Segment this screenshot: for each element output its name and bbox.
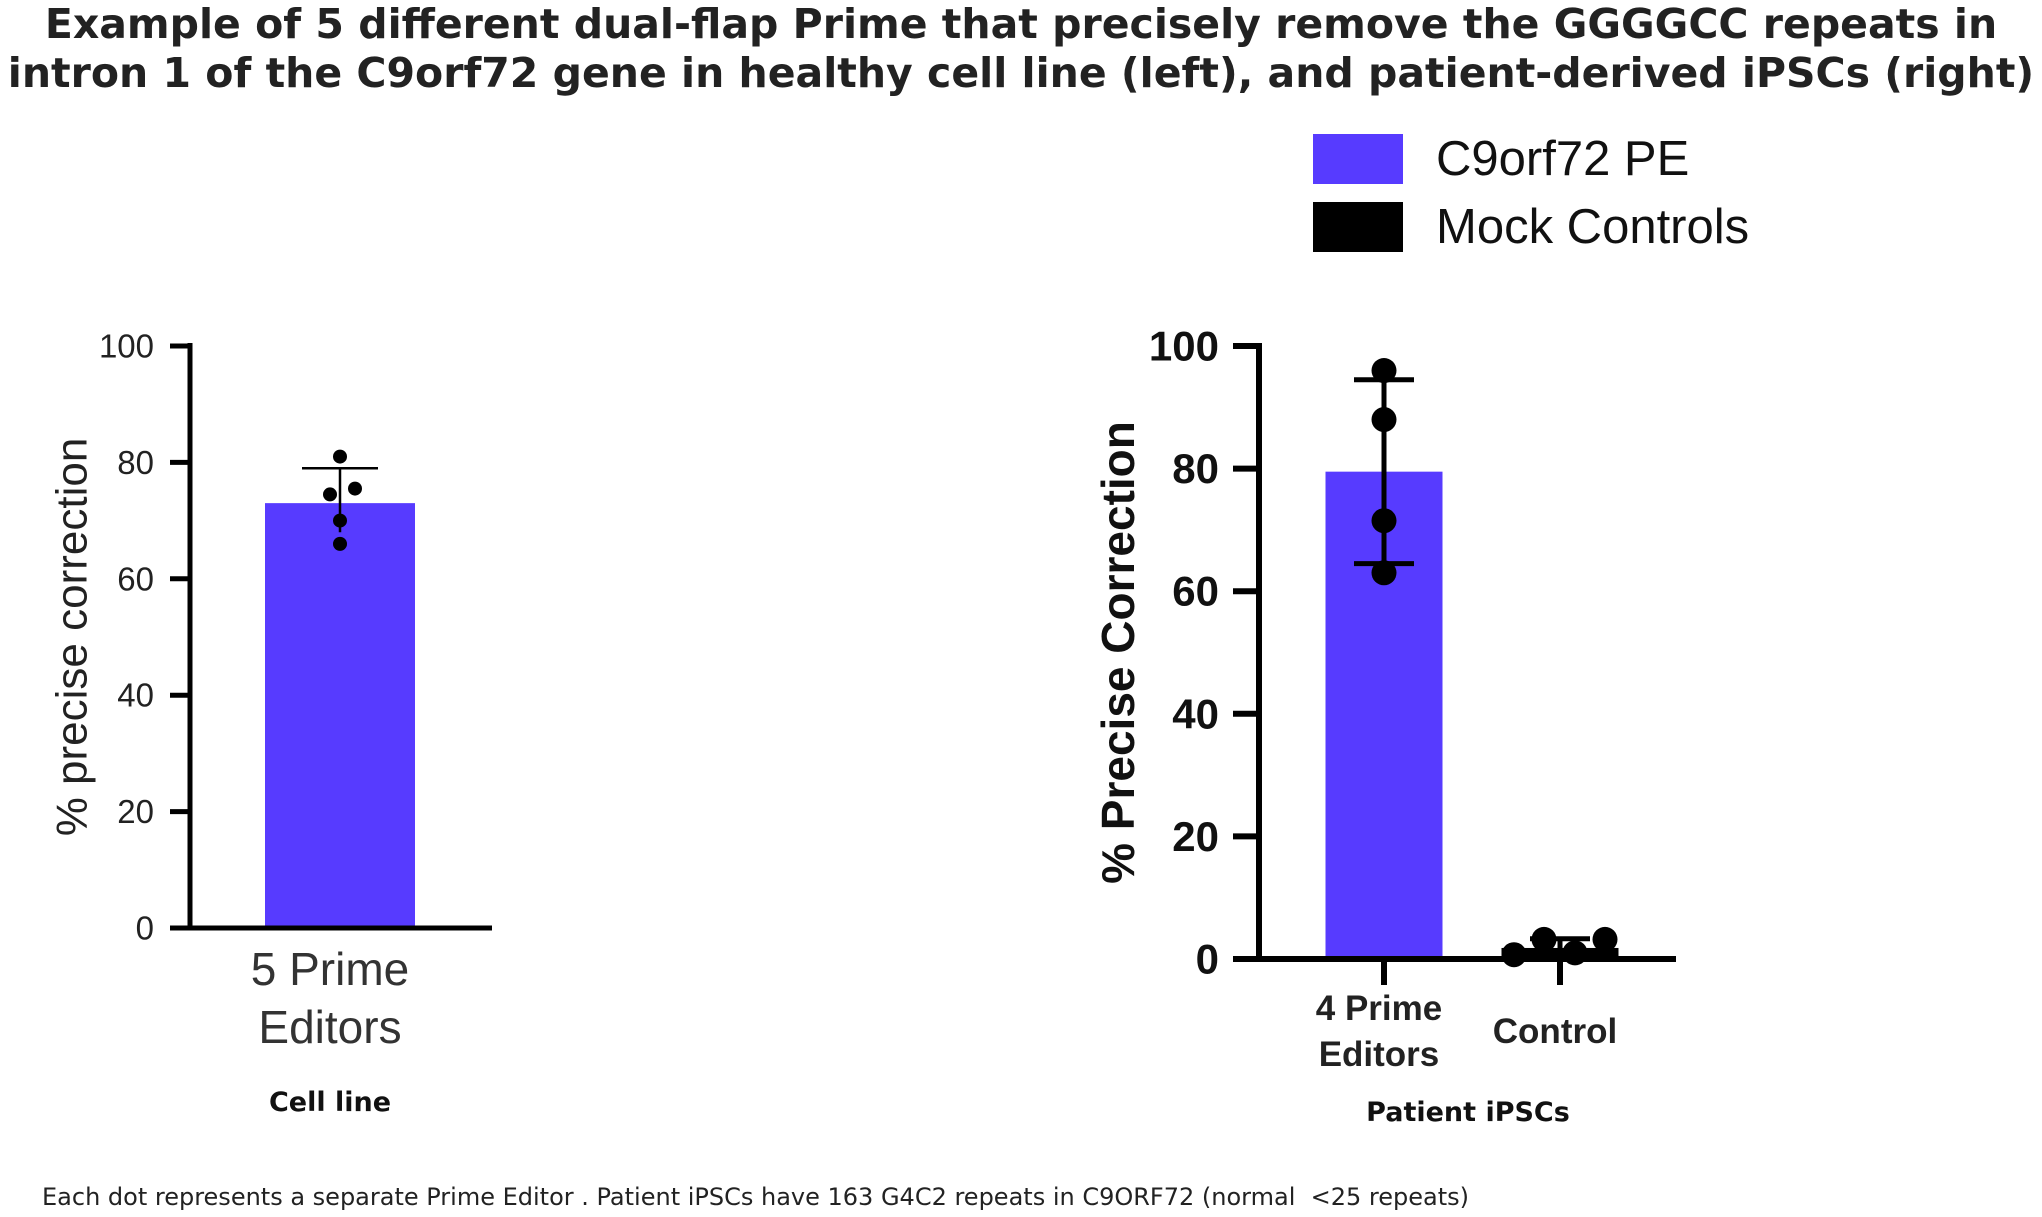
y-tick-label: 40 <box>1172 690 1219 737</box>
legend-swatch <box>1313 134 1403 184</box>
y-tick-label: 60 <box>117 560 154 597</box>
panel-subtitle: Cell line <box>269 1087 391 1118</box>
y-tick-label: 20 <box>117 793 154 830</box>
data-point <box>1371 358 1397 384</box>
legend-label: Mock Controls <box>1436 200 1749 254</box>
data-point <box>1562 940 1588 966</box>
panel-subtitle: Patient iPSCs <box>1366 1097 1570 1128</box>
data-point <box>333 449 347 464</box>
legend: C9orf72 PE Mock Controls <box>1313 132 1749 254</box>
data-point <box>323 487 337 502</box>
bar <box>265 503 415 928</box>
data-point <box>348 481 362 496</box>
data-point <box>1592 926 1618 952</box>
x-category-label: Editors <box>258 1001 401 1053</box>
x-category-label: 4 Prime <box>1316 989 1442 1028</box>
footnote: Each dot represents a separate Prime Edi… <box>42 1183 1469 1211</box>
y-tick-label: 20 <box>1172 813 1219 860</box>
y-tick-label: 100 <box>1149 323 1219 370</box>
x-category-label: Control <box>1493 1012 1617 1051</box>
y-tick-label: 60 <box>1172 568 1219 615</box>
data-point <box>1531 926 1557 952</box>
title-line-1: Example of 5 different dual-flap Prime t… <box>44 0 1998 48</box>
legend-label: C9orf72 PE <box>1436 132 1689 186</box>
chart-panel-left: 0 20 40 60 80 100 5 Prime Editors % precise corr… <box>48 328 492 1118</box>
y-axis-title: % Precise Correction <box>1092 421 1144 884</box>
y-tick-label: 80 <box>1172 445 1219 492</box>
data-point <box>333 536 347 551</box>
data-point <box>1501 942 1527 968</box>
chart-title: Example of 5 different dual-flap Prime t… <box>0 0 2042 98</box>
chart-panel-right: 0 20 40 60 80 100 4 Prime Editors Control % Preci… <box>1092 323 1676 1128</box>
y-tick-label: 100 <box>99 328 154 365</box>
y-axis-title: % precise correction <box>48 438 97 837</box>
legend-swatch <box>1313 202 1403 252</box>
title-line-2: intron 1 of the C9orf72 gene in healthy … <box>7 49 2035 97</box>
data-point <box>1371 508 1397 534</box>
y-tick-label: 40 <box>117 677 154 714</box>
data-point <box>333 513 347 528</box>
x-category-label: Editors <box>1319 1035 1440 1074</box>
y-tick-label: 0 <box>136 910 154 947</box>
data-point <box>1371 407 1397 433</box>
x-category-label: 5 Prime <box>251 943 409 995</box>
y-tick-label: 0 <box>1196 936 1219 983</box>
data-point <box>1371 560 1397 586</box>
y-tick-label: 80 <box>117 444 154 481</box>
